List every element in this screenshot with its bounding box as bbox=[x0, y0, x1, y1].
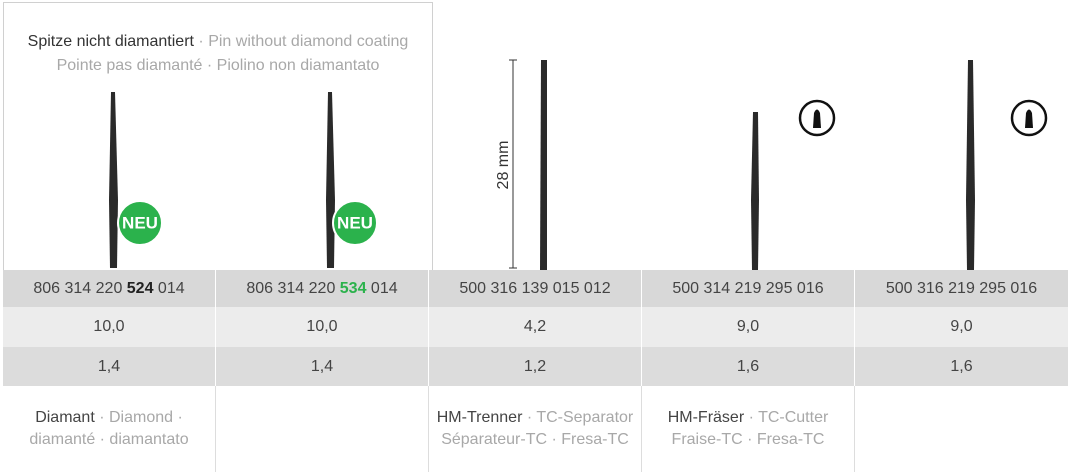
desc-line2: diamanté · diamantato bbox=[29, 431, 189, 448]
group-box bbox=[3, 2, 433, 270]
desc-line2: Séparateur-TC · Fresa-TC bbox=[441, 431, 629, 448]
length: 10,0 bbox=[216, 307, 429, 347]
description bbox=[855, 386, 1068, 472]
code-highlight: 524 bbox=[126, 279, 154, 297]
note-primary: Spitze nicht diamantiert bbox=[27, 33, 194, 50]
code-prefix: 806 314 220 bbox=[33, 279, 127, 297]
length: 10,0 bbox=[3, 307, 216, 347]
code-row: 806 314 220 524 014 806 314 220 534 014 … bbox=[3, 270, 1068, 307]
code-suffix: 014 bbox=[153, 279, 185, 297]
product-images: 28 mm NEU NEU bbox=[109, 59, 1048, 270]
description bbox=[216, 386, 429, 472]
code-prefix: 806 314 220 bbox=[246, 279, 340, 297]
desc-primary: Diamant bbox=[35, 409, 95, 426]
length: 9,0 bbox=[950, 318, 973, 335]
description: Diamant · Diamond · diamanté · diamantat… bbox=[3, 386, 216, 472]
badge: NEU bbox=[337, 213, 373, 232]
length: 9,0 bbox=[642, 307, 855, 347]
length-row: 10,0 10,0 4,2 9,0 9,0 bbox=[3, 307, 1068, 347]
desc-secondary: · TC-Cutter bbox=[744, 409, 829, 426]
desc-secondary: · TC-Separator bbox=[522, 409, 634, 426]
badge: NEU bbox=[122, 213, 158, 232]
code: 500 316 219 295 016 bbox=[885, 279, 1038, 297]
diameter: 1,4 bbox=[3, 347, 216, 386]
description-row: Diamant · Diamond · diamanté · diamantat… bbox=[3, 386, 1068, 472]
code: 500 314 219 295 016 bbox=[642, 270, 855, 307]
diameter: 1,6 bbox=[950, 357, 973, 375]
desc-primary: HM-Fräser bbox=[667, 409, 745, 426]
code-highlight: 534 bbox=[339, 279, 367, 297]
group-note: Spitze nicht diamantiert · Pin without d… bbox=[3, 30, 433, 78]
badge-circle bbox=[332, 200, 378, 246]
code: 500 316 139 015 012 bbox=[429, 270, 642, 307]
desc-primary: HM-Trenner bbox=[436, 409, 523, 426]
type-icon bbox=[798, 99, 1048, 137]
scale-label: 28 mm bbox=[495, 141, 512, 190]
note-secondary: · Pin without diamond coating bbox=[193, 33, 409, 50]
badge-circle bbox=[117, 200, 163, 246]
code-suffix: 014 bbox=[366, 279, 398, 297]
code: 806 314 220 534 014 bbox=[216, 270, 429, 307]
desc-secondary: · Diamond · bbox=[94, 409, 183, 426]
code: 806 314 220 524 014 bbox=[3, 270, 216, 307]
note-line2: Pointe pas diamanté · Piolino non diaman… bbox=[56, 57, 380, 74]
bur bbox=[109, 60, 975, 270]
diameter: 1,6 bbox=[642, 347, 855, 386]
diameter: 1,4 bbox=[216, 347, 429, 386]
scale-bar bbox=[509, 59, 517, 269]
description: HM-Trenner · TC-Separator Séparateur-TC … bbox=[429, 386, 642, 472]
description: HM-Fräser · TC-Cutter Fraise-TC · Fresa-… bbox=[642, 386, 855, 472]
diameter: 1,2 bbox=[429, 347, 642, 386]
desc-line2: Fraise-TC · Fresa-TC bbox=[671, 431, 825, 448]
diameter-row: 1,4 1,4 1,2 1,6 1,6 bbox=[3, 347, 1068, 386]
length: 4,2 bbox=[429, 307, 642, 347]
